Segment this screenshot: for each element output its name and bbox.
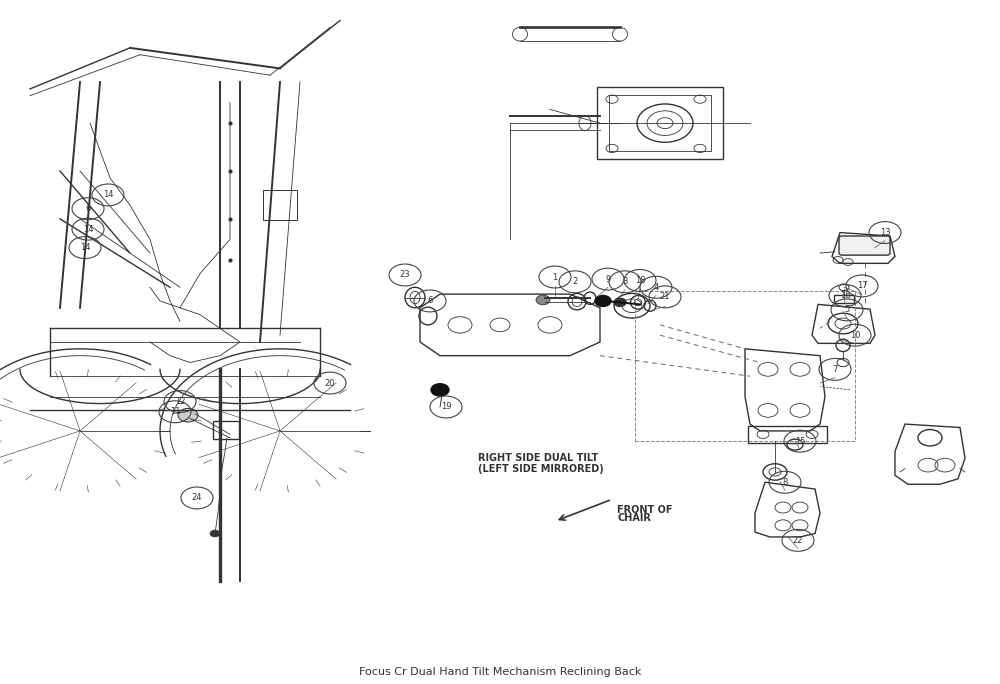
Text: 19: 19 bbox=[441, 402, 451, 412]
Text: 4: 4 bbox=[653, 282, 659, 292]
Text: CHAIR: CHAIR bbox=[617, 514, 651, 523]
Text: 15: 15 bbox=[795, 436, 805, 446]
Text: 16: 16 bbox=[840, 291, 850, 300]
Text: 20: 20 bbox=[325, 378, 335, 388]
Text: 10: 10 bbox=[850, 330, 860, 340]
Circle shape bbox=[614, 298, 626, 306]
Text: RIGHT SIDE DUAL TILT: RIGHT SIDE DUAL TILT bbox=[478, 453, 598, 463]
Text: 23: 23 bbox=[400, 270, 410, 280]
Text: 3: 3 bbox=[622, 277, 628, 287]
Text: 6: 6 bbox=[427, 296, 433, 306]
Text: 14: 14 bbox=[103, 190, 113, 200]
Text: (LEFT SIDE MIRRORED): (LEFT SIDE MIRRORED) bbox=[478, 464, 604, 473]
FancyBboxPatch shape bbox=[839, 236, 890, 255]
Text: 24: 24 bbox=[192, 493, 202, 503]
Text: 14: 14 bbox=[80, 243, 90, 252]
Text: 12: 12 bbox=[175, 397, 185, 406]
Text: 18: 18 bbox=[635, 276, 645, 285]
Text: 2: 2 bbox=[572, 277, 578, 287]
Text: 14: 14 bbox=[83, 224, 93, 234]
Text: 7: 7 bbox=[832, 365, 838, 374]
Text: 22: 22 bbox=[793, 536, 803, 545]
Text: 21: 21 bbox=[660, 292, 670, 302]
Circle shape bbox=[178, 408, 198, 422]
Text: 9: 9 bbox=[605, 274, 611, 284]
Circle shape bbox=[536, 295, 550, 305]
Text: 6: 6 bbox=[85, 204, 91, 213]
Circle shape bbox=[431, 384, 449, 396]
Text: FRONT OF: FRONT OF bbox=[617, 505, 672, 514]
Text: 17: 17 bbox=[857, 281, 867, 291]
Circle shape bbox=[210, 530, 220, 537]
Text: Focus Cr Dual Hand Tilt Mechanism Reclining Back: Focus Cr Dual Hand Tilt Mechanism Reclin… bbox=[359, 667, 641, 677]
Text: 13: 13 bbox=[880, 228, 890, 237]
Text: 5: 5 bbox=[844, 305, 850, 315]
Text: 1: 1 bbox=[552, 272, 558, 282]
Circle shape bbox=[595, 295, 611, 306]
Text: 11: 11 bbox=[170, 407, 180, 417]
Text: 8: 8 bbox=[782, 477, 788, 487]
